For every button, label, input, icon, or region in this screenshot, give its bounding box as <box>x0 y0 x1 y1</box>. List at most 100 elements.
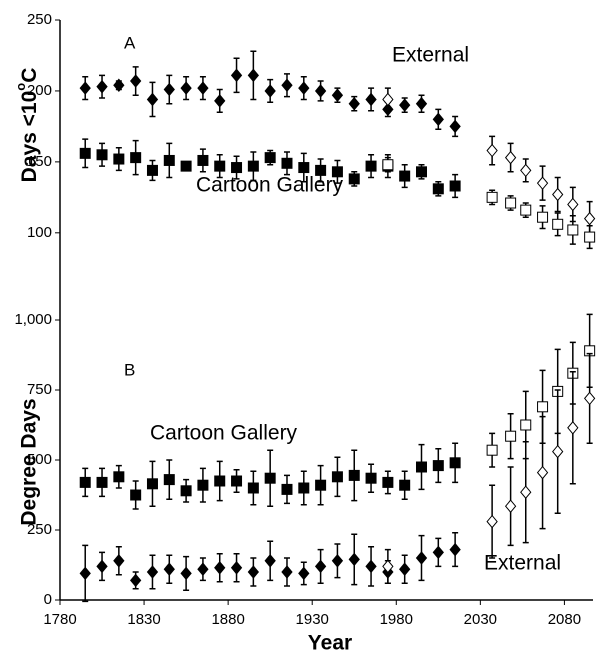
x-tick-label: 1780 <box>43 611 76 628</box>
square-marker <box>298 162 310 174</box>
square-marker <box>231 475 243 487</box>
square-marker <box>537 211 549 223</box>
square-marker <box>113 153 125 165</box>
square-marker <box>180 160 192 172</box>
diamond-marker <box>247 68 260 83</box>
square-marker <box>449 180 461 192</box>
square-marker <box>399 170 411 182</box>
square-marker <box>348 173 360 185</box>
square-marker <box>197 479 209 491</box>
y-tick-label: 250 <box>27 521 52 538</box>
diamond-marker <box>348 552 360 567</box>
annotation: External <box>484 552 561 575</box>
square-marker <box>180 485 192 497</box>
diamond-marker <box>365 559 377 574</box>
diamond-marker <box>298 566 310 581</box>
diamond-marker <box>432 545 444 560</box>
square-marker <box>146 478 158 490</box>
diamond-marker <box>504 499 517 513</box>
diamond-marker <box>382 559 394 574</box>
diamond-marker <box>583 211 596 226</box>
y-tick-label: 250 <box>27 11 52 28</box>
square-marker <box>520 204 532 216</box>
annotation: External <box>392 44 469 67</box>
diamond-marker <box>536 465 549 480</box>
y-axis-label: Days <10oC <box>13 68 40 183</box>
annotation: Cartoon Gallery <box>196 174 344 197</box>
square-marker <box>79 476 91 488</box>
square-marker <box>197 154 209 166</box>
square-marker <box>146 164 158 176</box>
square-marker <box>365 160 377 172</box>
diamond-marker <box>180 81 192 95</box>
diamond-marker <box>130 573 142 588</box>
square-marker <box>281 483 293 495</box>
square-marker <box>505 430 517 442</box>
y-tick-label: 200 <box>27 82 52 99</box>
square-marker <box>365 472 377 484</box>
square-marker <box>449 457 461 469</box>
diamond-marker <box>486 143 498 158</box>
diamond-marker <box>130 74 142 88</box>
square-marker <box>96 149 108 161</box>
x-axis-label: Year <box>308 632 352 655</box>
square-marker <box>331 166 343 178</box>
square-marker <box>163 154 175 166</box>
diamond-marker <box>298 81 310 95</box>
diamond-marker <box>180 566 192 581</box>
y-tick-label: 0 <box>44 591 52 608</box>
y-tick-label: 100 <box>27 224 52 241</box>
y-tick-label: 750 <box>27 381 52 398</box>
diamond-marker <box>247 565 260 579</box>
square-marker <box>214 475 226 487</box>
diamond-marker <box>415 96 428 111</box>
y-tick-label: 1,000 <box>14 311 52 328</box>
diamond-marker <box>567 421 579 435</box>
diamond-marker <box>449 119 461 134</box>
diamond-marker <box>230 68 243 83</box>
diamond-marker <box>432 112 444 127</box>
y-axis-label: Degree Days <box>18 398 41 525</box>
square-marker <box>432 460 444 472</box>
diamond-marker <box>552 187 564 202</box>
diamond-marker <box>536 176 549 190</box>
square-marker <box>264 472 276 484</box>
square-marker <box>415 166 427 178</box>
diamond-marker <box>113 78 125 93</box>
diamond-marker <box>264 554 276 568</box>
square-marker <box>486 444 498 456</box>
diamond-marker <box>214 94 226 108</box>
diamond-marker <box>486 514 498 529</box>
square-marker <box>315 164 327 176</box>
square-marker <box>584 231 596 243</box>
diamond-marker <box>79 81 91 95</box>
square-marker <box>315 479 327 491</box>
y-label-text: Days <10 <box>18 91 41 183</box>
diamond-marker <box>264 84 276 98</box>
square-marker <box>537 401 549 413</box>
square-marker <box>247 160 259 172</box>
diamond-marker <box>331 88 344 102</box>
square-marker <box>298 482 310 494</box>
diamond-marker <box>314 84 327 98</box>
diamond-marker <box>281 78 293 93</box>
diamond-marker <box>163 82 175 97</box>
diamond-marker <box>504 150 517 165</box>
square-marker <box>214 160 226 172</box>
square-marker <box>382 476 394 488</box>
diamond-marker <box>449 542 461 557</box>
square-marker <box>264 152 276 164</box>
diamond-marker <box>552 444 564 459</box>
diamond-marker <box>230 561 243 575</box>
square-marker <box>486 191 498 203</box>
y-tick-label: 500 <box>27 451 52 468</box>
square-marker <box>399 479 411 491</box>
square-marker <box>432 183 444 195</box>
x-tick-label: 1930 <box>296 611 329 628</box>
x-tick-label: 1830 <box>127 611 160 628</box>
square-marker <box>348 469 360 481</box>
diamond-marker <box>331 554 344 568</box>
square-marker <box>331 471 343 483</box>
square-marker <box>163 474 175 486</box>
